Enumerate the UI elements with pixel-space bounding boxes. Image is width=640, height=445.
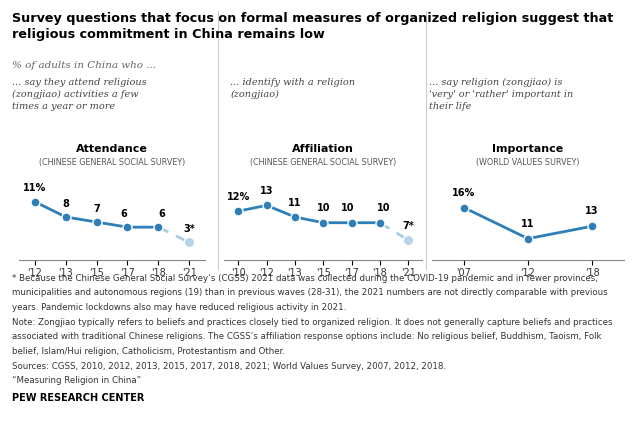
Text: % of adults in China who ...: % of adults in China who ... [12, 61, 156, 70]
Text: (CHINESE GENERAL SOCIAL SURVEY): (CHINESE GENERAL SOCIAL SURVEY) [39, 158, 185, 167]
Text: 10: 10 [316, 203, 330, 214]
Text: PEW RESEARCH CENTER: PEW RESEARCH CENTER [12, 393, 144, 403]
Text: associated with traditional Chinese religions. The CGSS’s affiliation response o: associated with traditional Chinese reli… [12, 332, 601, 341]
Text: belief, Islam/Hui religion, Catholicism, Protestantism and Other.: belief, Islam/Hui religion, Catholicism,… [12, 347, 285, 356]
Text: Affiliation: Affiliation [292, 144, 354, 154]
Text: 13: 13 [260, 186, 273, 196]
Text: 7*: 7* [403, 221, 414, 231]
Text: Survey questions that focus on formal measures of organized religion suggest tha: Survey questions that focus on formal me… [12, 12, 612, 41]
Text: 3*: 3* [184, 224, 195, 234]
Text: Note: Zongjiao typically refers to beliefs and practices closely tied to organiz: Note: Zongjiao typically refers to belie… [12, 318, 612, 327]
Text: ... say religion (zongjiao) is
'very' or 'rather' important in
their life: ... say religion (zongjiao) is 'very' or… [429, 78, 573, 111]
Text: 6: 6 [120, 209, 127, 219]
Text: (WORLD VALUES SURVEY): (WORLD VALUES SURVEY) [476, 158, 580, 167]
Text: 11%: 11% [23, 183, 46, 194]
Text: 13: 13 [585, 206, 599, 216]
Text: “Measuring Religion in China”: “Measuring Religion in China” [12, 376, 141, 385]
Text: Importance: Importance [492, 144, 564, 154]
Text: 11: 11 [521, 218, 535, 229]
Text: ... say they attend religious
(zongjiao) activities a few
times a year or more: ... say they attend religious (zongjiao)… [12, 78, 146, 111]
Text: 10: 10 [341, 203, 355, 214]
Text: Attendance: Attendance [76, 144, 148, 154]
Text: 7: 7 [93, 204, 100, 214]
Text: Sources: CGSS, 2010, 2012, 2013, 2015, 2017, 2018, 2021; World Values Survey, 20: Sources: CGSS, 2010, 2012, 2013, 2015, 2… [12, 362, 445, 371]
Text: (CHINESE GENERAL SOCIAL SURVEY): (CHINESE GENERAL SOCIAL SURVEY) [250, 158, 396, 167]
Text: 11: 11 [288, 198, 301, 208]
Text: years. Pandemic lockdowns also may have reduced religious activity in 2021.: years. Pandemic lockdowns also may have … [12, 303, 346, 312]
Text: 16%: 16% [452, 188, 476, 198]
Text: 6: 6 [159, 209, 166, 219]
Text: 12%: 12% [227, 192, 250, 202]
Text: 8: 8 [62, 199, 69, 209]
Text: * Because the Chinese General Social Survey’s (CGSS) 2021 data was collected dur: * Because the Chinese General Social Sur… [12, 274, 597, 283]
Text: ... identify with a religion
(zongjiao): ... identify with a religion (zongjiao) [230, 78, 355, 99]
Text: 10: 10 [376, 203, 390, 214]
Text: municipalities and autonomous regions (19) than in previous waves (28-31), the 2: municipalities and autonomous regions (1… [12, 288, 607, 297]
